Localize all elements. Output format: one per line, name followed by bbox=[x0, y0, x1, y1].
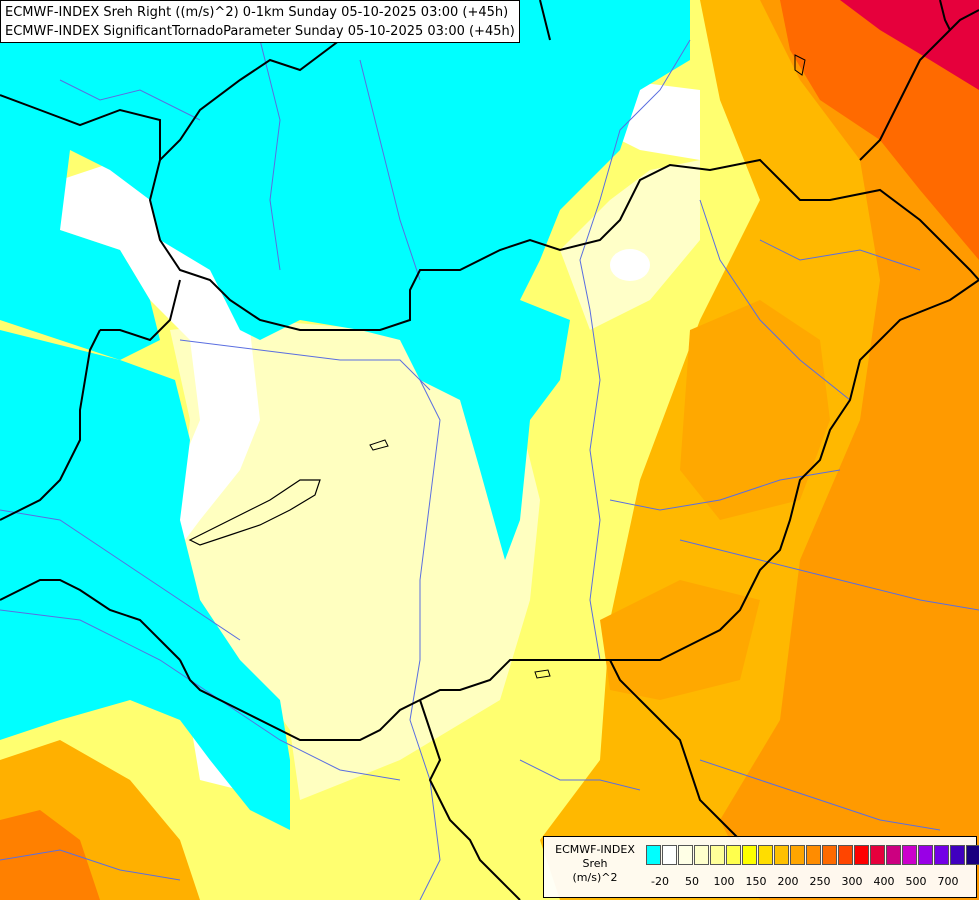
legend-tick-label: 400 bbox=[873, 875, 895, 888]
map-title-box: ECMWF-INDEX Sreh Right ((m/s)^2) 0-1km S… bbox=[0, 0, 520, 43]
white-spot-east bbox=[610, 249, 650, 281]
legend-swatch bbox=[950, 845, 965, 865]
white-zone-central bbox=[60, 150, 260, 560]
legend-name: ECMWF-INDEX Sreh (m/s)^2 bbox=[548, 843, 642, 885]
lake-balaton bbox=[188, 479, 321, 546]
map-title-line-2: ECMWF-INDEX SignificantTornadoParameter … bbox=[5, 24, 515, 39]
cyan-zone-north bbox=[0, 0, 690, 560]
legend-swatch bbox=[774, 845, 789, 865]
pale-yellow-zone-north bbox=[560, 160, 700, 330]
legend-tick-label: 500 bbox=[905, 875, 927, 888]
legend-swatch bbox=[886, 845, 901, 865]
legend-swatches bbox=[646, 845, 979, 865]
rivers bbox=[0, 39, 979, 900]
legend-swatch bbox=[758, 845, 773, 865]
legend-swatch bbox=[934, 845, 949, 865]
legend-swatch bbox=[822, 845, 837, 865]
lake-small-3 bbox=[794, 54, 806, 76]
legend-tick-label: 200 bbox=[777, 875, 799, 888]
legend-swatch bbox=[966, 845, 979, 865]
legend-swatch bbox=[806, 845, 821, 865]
legend-swatch bbox=[870, 845, 885, 865]
legend-swatch bbox=[902, 845, 917, 865]
legend-title: ECMWF-INDEX bbox=[555, 843, 635, 856]
legend-tick-label: 700 bbox=[937, 875, 959, 888]
crimson-zone-northeast bbox=[840, 0, 979, 90]
legend-swatch bbox=[742, 845, 757, 865]
legend-swatch bbox=[694, 845, 709, 865]
legend-tick-label: 300 bbox=[841, 875, 863, 888]
red-zone-southwest bbox=[0, 810, 100, 900]
legend-swatch bbox=[710, 845, 725, 865]
orange-inner-zone bbox=[680, 300, 830, 520]
legend-unit: (m/s)^2 bbox=[572, 871, 618, 884]
legend-swatch bbox=[646, 845, 661, 865]
legend-tick-label: 100 bbox=[713, 875, 735, 888]
map-title-line-1: ECMWF-INDEX Sreh Right ((m/s)^2) 0-1km S… bbox=[5, 5, 509, 20]
legend-swatch bbox=[854, 845, 869, 865]
legend-swatch bbox=[662, 845, 677, 865]
legend-swatch bbox=[918, 845, 933, 865]
legend-tick-label: 250 bbox=[809, 875, 831, 888]
legend-ticks: -20 50 100 150 200 250 300 400 500 700 bbox=[646, 875, 976, 889]
legend-swatch bbox=[726, 845, 741, 865]
legend-subtitle: Sreh bbox=[582, 857, 608, 870]
lake-small-2 bbox=[534, 669, 551, 679]
orange-inner-zone-2 bbox=[600, 580, 760, 700]
lake-small-1 bbox=[369, 439, 389, 451]
red-zone-northeast bbox=[780, 0, 979, 260]
cyan-hole-white bbox=[100, 200, 150, 240]
legend-swatch bbox=[678, 845, 693, 865]
orange-deep-zone bbox=[720, 0, 979, 900]
pale-yellow-zone bbox=[170, 320, 540, 800]
color-legend: ECMWF-INDEX Sreh (m/s)^2 -20 50 100 150 200 2… bbox=[543, 836, 979, 898]
legend-tick-label: -20 bbox=[651, 875, 669, 888]
legend-swatch bbox=[790, 845, 805, 865]
legend-tick-label: 50 bbox=[685, 875, 699, 888]
legend-tick-label: 150 bbox=[745, 875, 767, 888]
legend-swatch bbox=[838, 845, 853, 865]
